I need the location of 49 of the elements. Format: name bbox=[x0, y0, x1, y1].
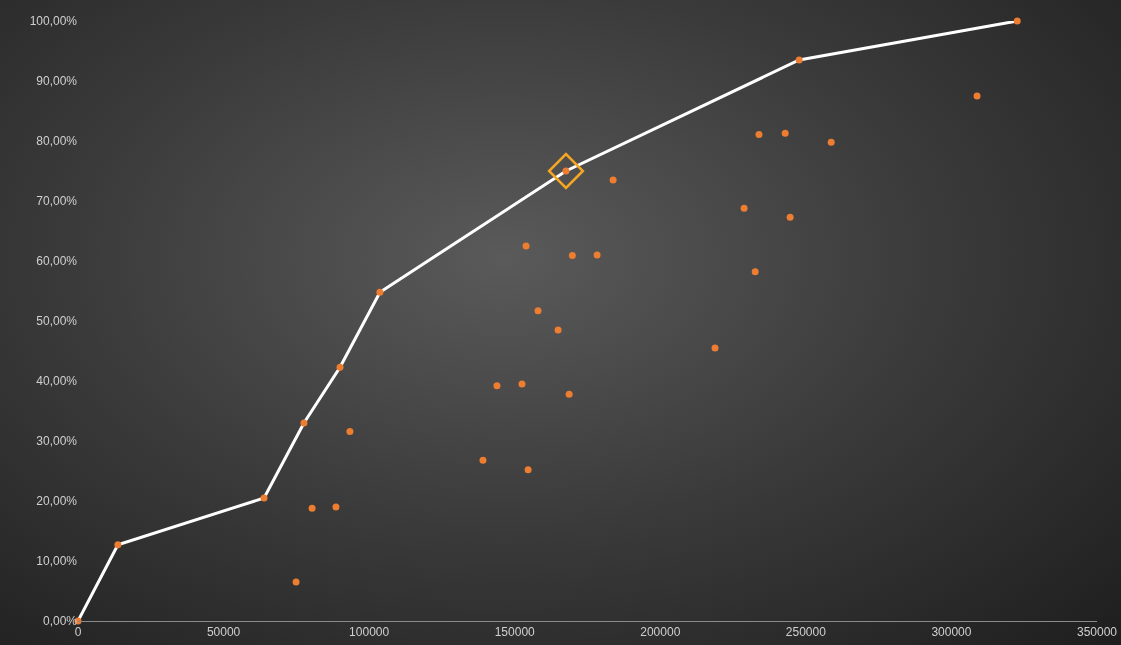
y-tick-label: 80,00% bbox=[36, 134, 78, 149]
y-tick-label: 50,00% bbox=[36, 314, 78, 329]
point bbox=[376, 288, 384, 296]
y-tick-label: 20,00% bbox=[36, 494, 78, 509]
x-tick-label: 250000 bbox=[785, 625, 827, 640]
point bbox=[795, 56, 803, 64]
y-tick-label: 60,00% bbox=[36, 254, 78, 269]
x-tick-label: 100000 bbox=[349, 625, 390, 640]
y-tick-label: 10,00% bbox=[36, 554, 78, 569]
point bbox=[260, 494, 268, 502]
y-tick-label: 100,00% bbox=[29, 14, 78, 29]
point bbox=[524, 466, 532, 474]
x-tick-label: 50000 bbox=[206, 625, 241, 640]
point bbox=[308, 504, 316, 512]
x-tick-label: 300000 bbox=[931, 625, 972, 640]
point bbox=[609, 176, 617, 184]
y-tick-label: 30,00% bbox=[36, 434, 78, 449]
point bbox=[300, 419, 308, 427]
point bbox=[336, 363, 344, 371]
point bbox=[781, 129, 789, 137]
point bbox=[973, 92, 981, 100]
y-tick-label: 40,00% bbox=[36, 374, 78, 389]
point bbox=[114, 541, 122, 549]
point bbox=[518, 380, 526, 388]
point bbox=[1013, 17, 1021, 25]
point bbox=[534, 307, 542, 315]
y-tick-label: 70,00% bbox=[36, 194, 78, 209]
y-tick-label: 90,00% bbox=[36, 74, 78, 89]
point bbox=[332, 503, 340, 511]
point bbox=[755, 130, 763, 138]
point bbox=[562, 167, 570, 175]
point bbox=[479, 456, 487, 464]
point bbox=[493, 382, 501, 390]
point bbox=[711, 344, 719, 352]
point bbox=[740, 204, 748, 212]
point bbox=[593, 251, 601, 259]
x-tick-label: 150000 bbox=[494, 625, 536, 640]
x-tick-label: 350000 bbox=[1076, 625, 1118, 640]
point bbox=[786, 213, 794, 221]
point bbox=[547, 152, 585, 190]
point bbox=[346, 427, 354, 435]
point bbox=[827, 138, 835, 146]
point bbox=[565, 390, 573, 398]
point bbox=[554, 326, 562, 334]
point bbox=[751, 268, 759, 276]
point bbox=[292, 578, 300, 586]
point bbox=[568, 252, 576, 260]
x-tick-label: 200000 bbox=[640, 625, 681, 640]
point bbox=[522, 242, 530, 250]
